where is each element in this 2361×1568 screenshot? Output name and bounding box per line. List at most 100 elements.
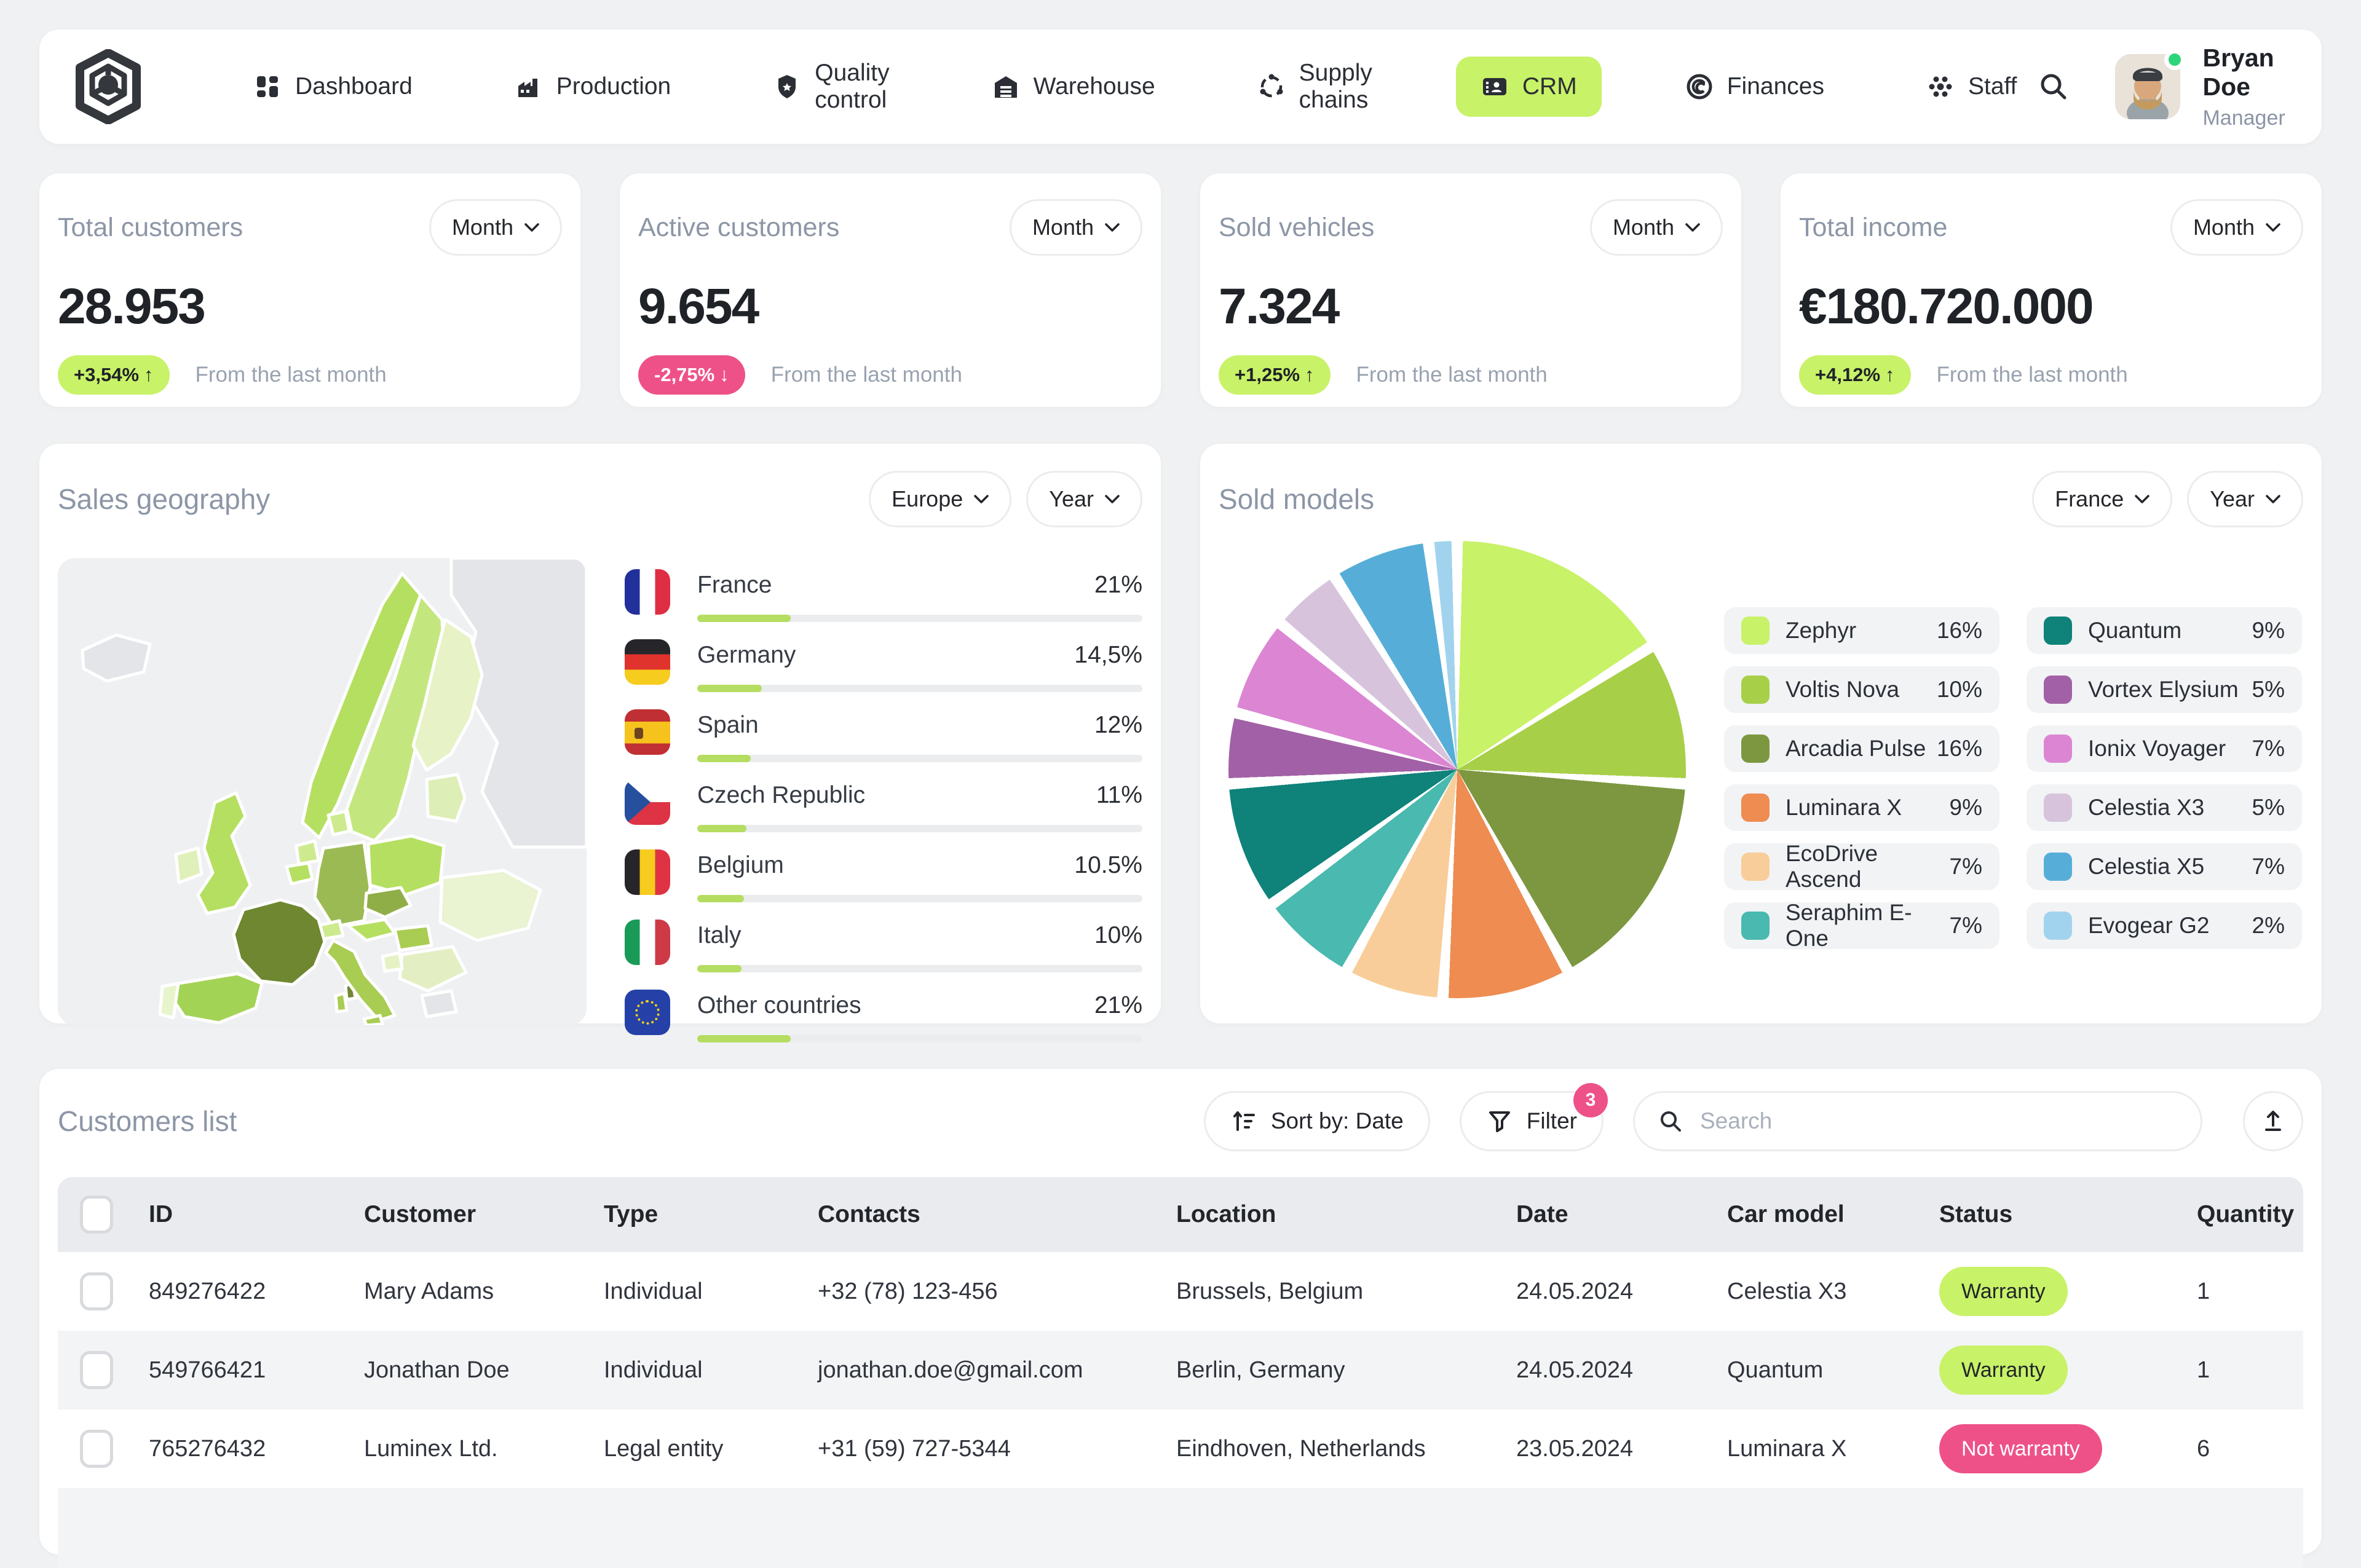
upload-icon [2258,1106,2288,1136]
progress-fill [697,615,791,622]
app-logo-icon[interactable] [74,49,143,124]
country-value: 10.5% [1074,852,1142,878]
row-checkbox[interactable] [80,1272,113,1310]
region-value: Europe [892,486,963,511]
period-dropdown[interactable]: Month [1589,199,1723,256]
column-header-type[interactable]: Type [604,1201,658,1227]
list-item-spain: Spain 12% [625,709,1142,762]
user-avatar[interactable] [2115,49,2186,119]
region-dropdown[interactable]: Europe [869,471,1012,527]
stat-title: Sold vehicles [1219,212,1375,242]
top-navbar: Dashboard Production Quality control [39,30,2322,144]
period-dropdown[interactable]: Year [2187,471,2303,527]
column-header-car-model[interactable]: Car model [1727,1201,1845,1227]
period-dropdown[interactable]: Month [2170,199,2303,256]
trend-delta: -2,75% [654,364,715,385]
factory-icon [515,73,543,101]
period-value: Month [2193,215,2255,240]
legend-value: 16% [1936,618,1982,643]
legend-value: 7% [2252,854,2285,879]
row-checkbox[interactable] [80,1351,113,1389]
legend-label: Vortex Elysium [2088,677,2239,702]
nav-item-staff[interactable]: Staff [1908,57,2036,117]
search-icon[interactable] [2035,68,2072,105]
user-info: Bryan Doe Manager [2202,44,2287,130]
status-badge: Warranty [1939,1267,2068,1316]
contact-card-icon [1481,73,1509,101]
nav-item-quality-control[interactable]: Quality control [754,44,908,130]
trend-badge: -2,75% ↓ [638,355,745,395]
period-value: Year [1049,486,1094,511]
color-swatch [1741,912,1770,940]
stat-caption: From the last month [1356,363,1548,387]
table-search[interactable] [1633,1091,2202,1151]
cell-date: 23.05.2024 [1516,1435,1634,1462]
nav-item-production[interactable]: Production [496,57,689,117]
list-item-italy: Italy 10% [625,920,1142,972]
select-all-checkbox[interactable] [80,1196,113,1234]
legend-value: 7% [1949,854,1982,879]
filter-button[interactable]: Filter 3 [1459,1083,1608,1151]
legend-value: 7% [1949,913,1982,938]
filter-label: Filter [1526,1108,1577,1133]
nav-label: Finances [1726,73,1824,100]
europe-choropleth-map[interactable] [58,558,587,1025]
region-dropdown[interactable]: France [2032,471,2173,527]
stat-value: 28.953 [58,278,206,334]
column-header-contacts[interactable]: Contacts [818,1201,920,1227]
color-swatch [2044,617,2072,645]
row-checkbox[interactable] [80,1430,113,1468]
column-header-location[interactable]: Location [1176,1201,1276,1227]
stat-caption: From the last month [195,363,387,387]
search-input[interactable] [1700,1108,2180,1134]
chevron-down-icon [1105,494,1120,503]
section-title: Sold models [1219,483,1375,515]
belgium-flag-icon [625,849,670,895]
sold-models-pie-chart[interactable] [1228,541,1686,998]
legend-value: 5% [2252,795,2285,820]
shield-icon [773,73,801,101]
sales-geography-card: Sales geography Europe Year [39,444,1161,1042]
nav-item-finances[interactable]: Finances [1667,57,1843,117]
cell-id: 849276422 [149,1278,266,1304]
chevron-down-icon [2135,494,2149,503]
nav-item-dashboard[interactable]: Dashboard [235,57,431,117]
sort-button[interactable]: Sort by: Date [1203,1091,1430,1151]
export-button[interactable] [2243,1091,2303,1151]
column-header-id[interactable]: ID [149,1201,173,1227]
legend-label: Seraphim E-One [1786,900,1912,951]
cell-car-model: Quantum [1727,1357,1824,1383]
legend-item-zephyr: Zephyr 16% [1724,607,1999,654]
nav-item-warehouse[interactable]: Warehouse [973,57,1174,117]
period-dropdown[interactable]: Month [1009,199,1142,256]
table-row[interactable] [58,1488,2303,1568]
nav-item-supply-chains[interactable]: Supply chains [1239,44,1391,130]
stat-card-sold-vehicles: Sold vehicles Month 7.324 +1,25% ↑ From t… [1200,173,1741,407]
cell-car-model: Celestia X3 [1727,1278,1847,1304]
table-row[interactable]: 549766421 Jonathan Doe Individual jonath… [58,1331,2303,1409]
filter-funnel-icon [1486,1108,1513,1135]
stat-value: €180.720.000 [1799,278,2094,334]
legend-label: Luminara X [1786,795,1902,820]
country-value: 21% [1094,572,1142,598]
sort-label: Sort by: Date [1270,1108,1404,1133]
list-item-czech-republic: Czech Republic 11% [625,779,1142,832]
cell-quantity: 1 [2197,1357,2210,1383]
column-header-quantity[interactable]: Quantity [2197,1201,2295,1227]
nav-item-crm[interactable]: CRM [1455,57,1602,117]
cell-customer: Jonathan Doe [364,1357,510,1383]
progress-track [697,895,1142,902]
period-dropdown[interactable]: Month [429,199,562,256]
chevron-down-icon [1685,223,1700,232]
table-row[interactable]: 765276432 Luminex Ltd. Legal entity +31 … [58,1409,2303,1488]
country-name: Belgium [697,852,784,878]
legend-label: Voltis Nova [1786,677,1900,702]
column-header-status[interactable]: Status [1939,1201,2013,1227]
column-header-date[interactable]: Date [1516,1201,1568,1227]
column-header-customer[interactable]: Customer [364,1201,477,1227]
period-dropdown[interactable]: Year [1026,471,1142,527]
customers-table: ID Customer Type Contacts Location Date … [58,1177,2303,1568]
legend-item-vortex-elysium: Vortex Elysium 5% [2027,666,2302,713]
table-row[interactable]: 849276422 Mary Adams Individual +32 (78)… [58,1252,2303,1331]
nav-label: Supply chains [1299,60,1372,113]
